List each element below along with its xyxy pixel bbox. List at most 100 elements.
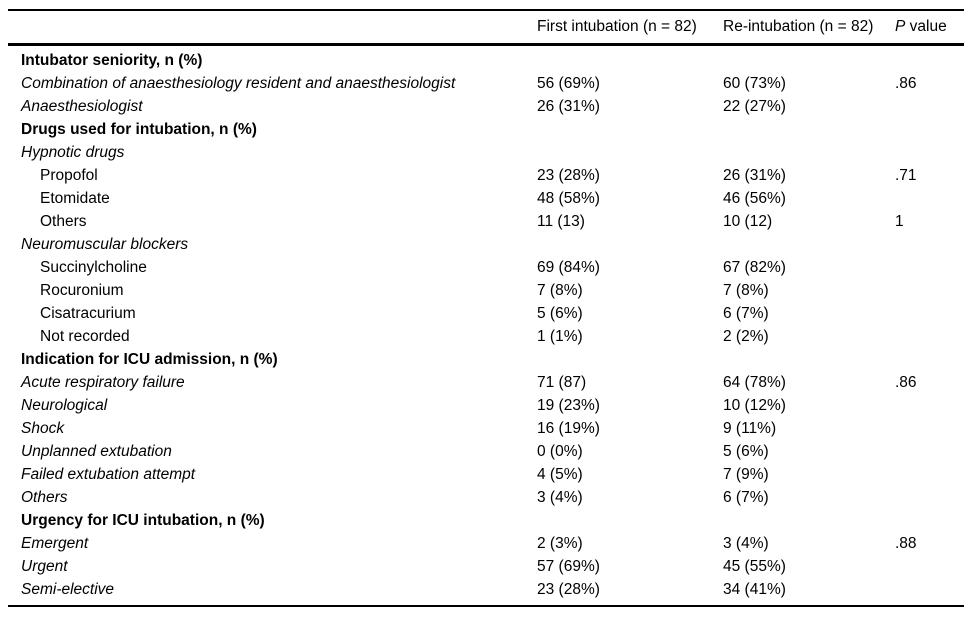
p-value [895,578,964,601]
row-label: Drugs used for intubation, n (%) [21,121,257,138]
row-label: Combination of anaesthesiology resident … [21,75,456,92]
row-label: Others [40,213,87,230]
reintubation-value: 3 (4%) [723,535,769,552]
first-intubation-value: 19 (23%) [537,397,600,414]
p-value: .88 [895,535,917,552]
first-intubation-value: 16 (19%) [537,420,600,437]
first-intubation-value: 26 (31%) [537,98,600,115]
table-row: Failed extubation attempt 4 (5%) 7 (9%) [8,463,964,486]
table-row: Propofol 23 (28%) 26 (31%) .71 [8,164,964,187]
p-value [895,279,964,302]
reintubation-value: 45 (55%) [723,558,786,575]
table-row: Combination of anaesthesiology resident … [8,72,964,95]
row-label: Urgent [21,558,68,575]
p-value [895,555,964,578]
first-intubation-value [537,49,723,72]
first-intubation-value: 4 (5%) [537,466,583,483]
first-intubation-value: 1 (1%) [537,328,583,345]
row-label: Shock [21,420,65,437]
first-intubation-value: 48 (58%) [537,190,600,207]
p-value [895,95,964,118]
table-row: Drugs used for intubation, n (%) [8,118,964,141]
row-label: Neurological [21,397,108,414]
row-label: Urgency for ICU intubation, n (%) [21,512,265,529]
table-row: Anaesthesiologist 26 (31%) 22 (27%) [8,95,964,118]
first-intubation-value: 69 (84%) [537,259,600,276]
p-value [895,49,964,72]
first-intubation-value: 57 (69%) [537,558,600,575]
p-value [895,486,964,509]
row-label: Failed extubation attempt [21,466,196,483]
reintubation-value: 67 (82%) [723,259,786,276]
reintubation-value [723,348,895,371]
row-label: Unplanned extubation [21,443,172,460]
table-row: Urgency for ICU intubation, n (%) [8,509,964,532]
row-label: Semi-elective [21,581,115,598]
p-value [895,463,964,486]
reintubation-value: 9 (11%) [723,420,777,437]
reintubation-value: 26 (31%) [723,167,786,184]
row-label: Acute respiratory failure [21,374,185,391]
first-intubation-value: 2 (3%) [537,535,583,552]
row-label: Indication for ICU admission, n (%) [21,351,278,368]
p-value-italic-p: P [895,18,906,35]
reintubation-value: 7 (9%) [723,466,769,483]
p-value [895,256,964,279]
table-row: Neurological 19 (23%) 10 (12%) [8,394,964,417]
row-label: Etomidate [40,190,110,207]
reintubation-value: 10 (12) [723,213,773,230]
p-value: .86 [895,374,917,391]
first-intubation-value: 5 (6%) [537,305,583,322]
row-label: Not recorded [40,328,130,345]
p-value [895,509,964,532]
column-header-p-value: P value [895,18,964,36]
table-row: Shock 16 (19%) 9 (11%) [8,417,964,440]
reintubation-value: 34 (41%) [723,581,786,598]
p-value: 1 [895,213,904,230]
reintubation-value [723,118,895,141]
p-value: .86 [895,75,917,92]
p-value [895,440,964,463]
reintubation-value: 60 (73%) [723,75,786,92]
reintubation-value: 6 (7%) [723,489,769,506]
table-body: Intubator seniority, n (%) Combination of… [8,46,964,607]
row-label: Cisatracurium [40,305,136,322]
reintubation-value: 2 (2%) [723,328,769,345]
table-row: Hypnotic drugs [8,141,964,164]
column-header-reintubation: Re-intubation (n = 82) [723,18,874,35]
table-row: Others 3 (4%) 6 (7%) [8,486,964,509]
reintubation-value: 6 (7%) [723,305,769,322]
table-row: Unplanned extubation 0 (0%) 5 (6%) [8,440,964,463]
first-intubation-value [537,233,723,256]
first-intubation-value: 7 (8%) [537,282,583,299]
reintubation-value: 7 (8%) [723,282,769,299]
p-value [895,118,964,141]
row-label: Emergent [21,535,89,552]
reintubation-value: 22 (27%) [723,98,786,115]
reintubation-value: 5 (6%) [723,443,769,460]
row-label: Others [21,489,68,506]
first-intubation-value: 11 (13) [537,213,585,230]
table-row: Semi-elective 23 (28%) 34 (41%) [8,578,964,601]
intubation-comparison-table: First intubation (n = 82) Re-intubation … [8,9,964,607]
reintubation-value [723,233,895,256]
reintubation-value: 64 (78%) [723,374,786,391]
p-value [895,394,964,417]
table-row: Not recorded 1 (1%) 2 (2%) [8,325,964,348]
first-intubation-value [537,141,723,164]
table-row: Others 11 (13) 10 (12) 1 [8,210,964,233]
row-label: Hypnotic drugs [21,144,125,161]
first-intubation-value: 56 (69%) [537,75,600,92]
p-value-rest: value [905,18,947,35]
first-intubation-value [537,118,723,141]
table-row: Acute respiratory failure 71 (87) 64 (78%)… [8,371,964,394]
p-value [895,302,964,325]
table-row: Etomidate 48 (58%) 46 (56%) [8,187,964,210]
p-value [895,233,964,256]
table-row: Emergent 2 (3%) 3 (4%) .88 [8,532,964,555]
table-row: Rocuronium 7 (8%) 7 (8%) [8,279,964,302]
first-intubation-value [537,348,723,371]
reintubation-value [723,49,895,72]
first-intubation-value: 23 (28%) [537,167,600,184]
